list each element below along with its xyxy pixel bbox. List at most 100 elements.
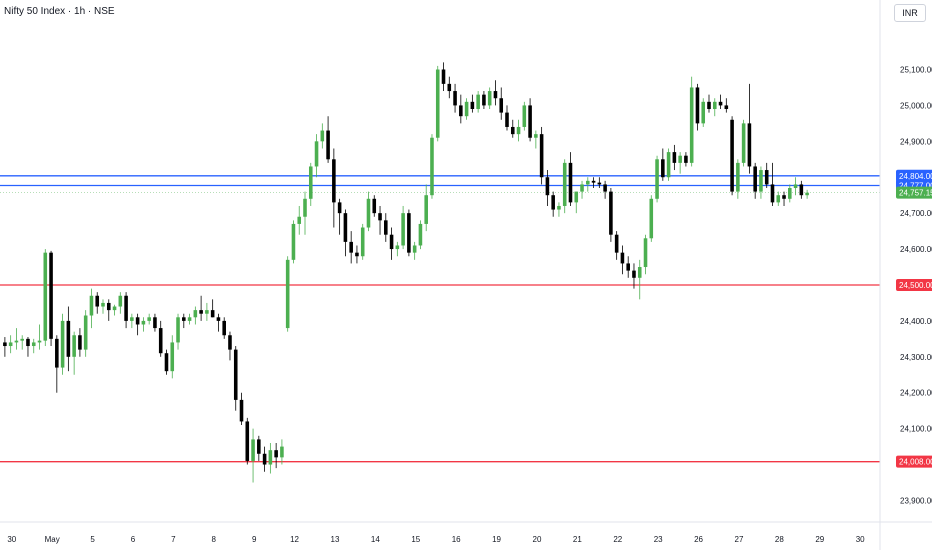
candle-body [170, 342, 175, 372]
candle-body [378, 213, 382, 221]
x-tick-label: 6 [131, 535, 136, 544]
y-tick-label: 24,400.00 [900, 317, 932, 326]
candle-body [83, 315, 88, 350]
candle-body [712, 101, 717, 110]
candle-body [205, 310, 209, 314]
candle-body [510, 126, 515, 135]
chart-title: Nifty 50 Index · 1h · NSE [4, 6, 115, 17]
candle-body [389, 234, 394, 250]
x-tick-label: 9 [252, 535, 257, 544]
level-price-tag [896, 455, 932, 468]
x-tick-label: 5 [90, 535, 95, 544]
candle-body [308, 166, 313, 199]
candle-body [684, 155, 688, 163]
candle-body [793, 184, 798, 189]
candle-body [355, 252, 359, 257]
candle-body [805, 192, 809, 196]
candle-body [435, 69, 440, 138]
candle-body [89, 295, 94, 316]
candle-body [3, 342, 7, 347]
candle-body [551, 195, 555, 210]
candle-body [603, 184, 607, 192]
candle-body [210, 310, 215, 318]
candle-body [522, 105, 527, 127]
candle-body [337, 202, 342, 214]
x-tick-label: 23 [654, 535, 663, 544]
level-price-label: 24,804.00 [899, 172, 932, 181]
y-tick-label: 25,100.00 [900, 66, 932, 75]
candle-body [447, 83, 452, 92]
candle-body [182, 317, 186, 321]
candle-body [724, 105, 729, 110]
level-price-tag [896, 278, 932, 291]
candle-body [418, 223, 423, 246]
candle-body [799, 184, 804, 196]
candle-body [366, 198, 371, 228]
candle-body [591, 180, 596, 183]
candle-body [124, 295, 128, 321]
candle-body [637, 267, 642, 278]
candle-body [164, 353, 169, 372]
x-tick-label: 15 [411, 535, 420, 544]
candle-body [695, 87, 700, 124]
candle-body [216, 317, 221, 321]
currency-button[interactable]: INR [894, 4, 926, 22]
candle-body [395, 245, 400, 250]
candle-body [285, 259, 290, 329]
x-tick-label: 19 [492, 535, 501, 544]
x-tick-label: 14 [371, 535, 380, 544]
candle-body [580, 184, 584, 192]
candle-body [614, 234, 619, 253]
candle-body [14, 340, 19, 343]
candle-body [372, 198, 377, 214]
candle-body [176, 317, 180, 343]
candle-body [280, 446, 284, 458]
candle-body [689, 87, 694, 163]
candle-body [268, 450, 273, 465]
candle-body [303, 198, 307, 217]
candle-body [666, 152, 671, 178]
candle-body [597, 182, 602, 185]
candle-body [459, 105, 463, 117]
candle-body [228, 335, 232, 350]
level-price-label: 24,777.00 [899, 182, 932, 191]
candle-body [72, 335, 76, 357]
candle-body [661, 159, 665, 178]
x-tick-label: 30 [7, 535, 16, 544]
candle-body [66, 320, 71, 357]
candle-body [424, 195, 428, 224]
candle-body [764, 170, 769, 185]
candle-body [718, 101, 723, 106]
y-tick-label: 24,300.00 [900, 353, 932, 362]
candle-body [141, 320, 146, 325]
candle-body [407, 213, 411, 253]
candle-body [78, 335, 82, 350]
candle-body [782, 195, 786, 199]
y-tick-label: 23,900.00 [900, 496, 932, 505]
candle-body [741, 123, 746, 163]
candle-body [262, 453, 267, 465]
x-tick-label: 16 [452, 535, 461, 544]
x-tick-label: 8 [212, 535, 217, 544]
candle-body [557, 205, 561, 210]
candle-body [49, 252, 53, 339]
candle-body [441, 69, 446, 84]
level-price-label: 24,008.00 [899, 458, 932, 467]
candle-body [153, 317, 157, 329]
candle-body [528, 105, 532, 138]
candle-body [747, 123, 752, 167]
candle-body [586, 180, 590, 185]
x-tick-label: 13 [331, 535, 340, 544]
candle-body [672, 152, 677, 163]
candle-body [412, 245, 417, 253]
level-price-label: 24,500.00 [899, 281, 932, 290]
x-tick-label: May [45, 535, 60, 544]
candle-body [55, 338, 59, 368]
y-tick-label: 24,700.00 [900, 209, 932, 218]
candle-body [8, 342, 13, 347]
candle-body [568, 162, 573, 203]
candle-body [534, 134, 538, 138]
candle-body [257, 439, 261, 454]
candle-body [464, 101, 469, 117]
